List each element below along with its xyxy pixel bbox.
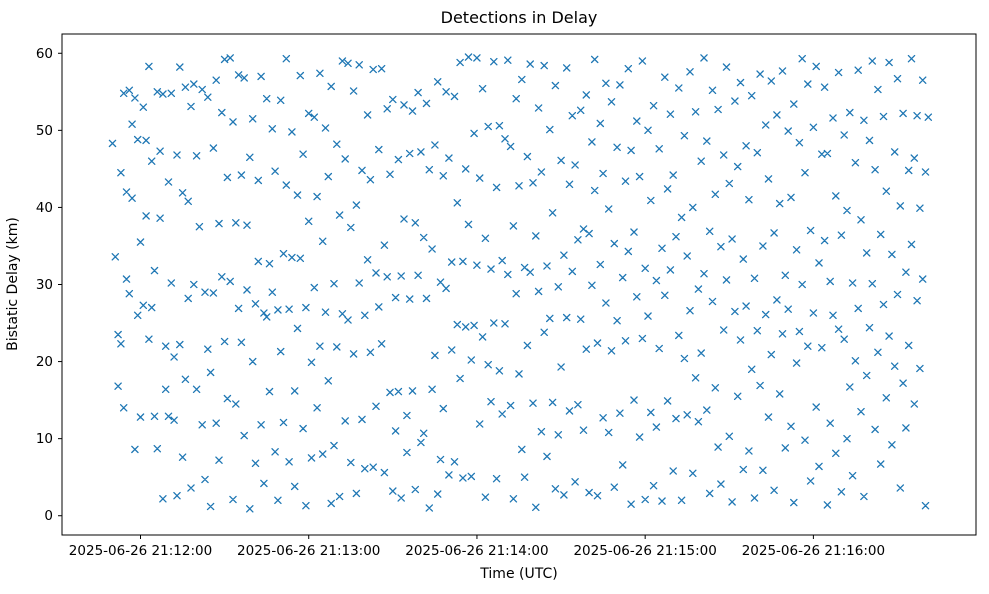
- x-tick-label: 2025-06-26 21:14:00: [405, 543, 548, 559]
- y-axis-ticks: 0 10 20 30 40 50 60: [36, 46, 62, 524]
- y-tick-label: 40: [36, 200, 53, 216]
- y-tick-label: 20: [36, 354, 53, 370]
- plot-border: [61, 33, 977, 536]
- x-tick-label: 2025-06-26 21:13:00: [237, 543, 380, 559]
- chart-title: Detections in Delay: [441, 8, 598, 27]
- y-tick-label: 10: [36, 431, 53, 447]
- x-axis-label: Time (UTC): [479, 566, 557, 582]
- y-axis-label: Bistatic Delay (km): [5, 217, 21, 351]
- x-tick-label: 2025-06-26 21:12:00: [69, 543, 212, 559]
- y-tick-label: 0: [44, 508, 53, 524]
- scatter-points: [108, 53, 933, 513]
- x-tick-label: 2025-06-26 21:15:00: [573, 543, 716, 559]
- y-tick-label: 30: [36, 277, 53, 293]
- y-tick-label: 50: [36, 123, 53, 139]
- y-tick-label: 60: [36, 46, 53, 62]
- x-axis-ticks: 2025-06-26 21:12:00 2025-06-26 21:13:00 20…: [69, 535, 885, 559]
- x-tick-label: 2025-06-26 21:16:00: [742, 543, 885, 559]
